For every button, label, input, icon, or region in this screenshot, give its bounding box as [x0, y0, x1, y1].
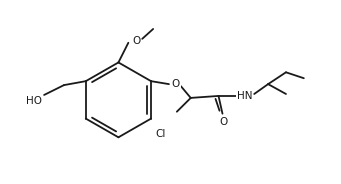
Text: HO: HO	[26, 96, 42, 106]
Text: Cl: Cl	[156, 129, 166, 139]
Text: O: O	[132, 36, 140, 46]
Text: O: O	[172, 79, 180, 89]
Text: O: O	[219, 116, 227, 127]
Text: HN: HN	[237, 91, 252, 101]
